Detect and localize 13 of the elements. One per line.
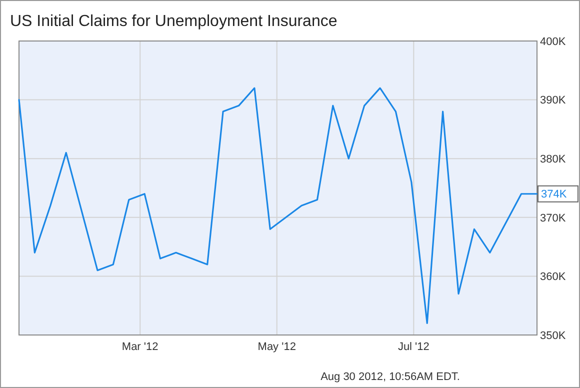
annotation: 374K (541, 188, 568, 201)
x-tick-label: Mar '12 (122, 341, 158, 353)
y-tick-label: 380K (540, 153, 566, 166)
line-series (18, 87, 538, 324)
y-tick-label: 400K (540, 36, 566, 48)
y-tick-label: 350K (540, 330, 566, 342)
y-tick-label: 360K (540, 271, 566, 284)
y-tick-label: 370K (540, 212, 566, 224)
chart-title: US Initial Claims for Unemployment Insurance (10, 13, 338, 30)
y-tick-label: 390K (540, 94, 566, 107)
text: Aug 30 2012, 10:56AM EDT. (320, 371, 460, 383)
x-tick-label: May '12 (258, 341, 296, 353)
x-tick-label: Jul '12 (398, 341, 430, 353)
